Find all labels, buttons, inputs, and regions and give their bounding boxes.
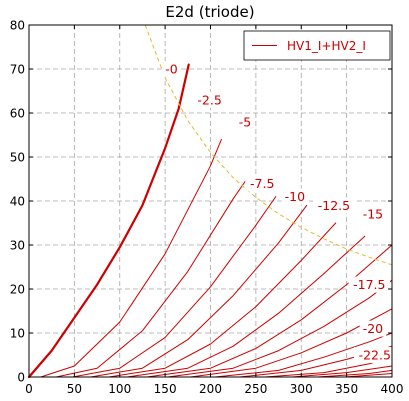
y-tick-label: 30: [10, 239, 25, 253]
series-line: [55, 178, 248, 378]
x-tick-label: 0: [25, 382, 33, 396]
curve-label-bg: [359, 320, 387, 337]
x-tick-label: 300: [290, 382, 313, 396]
y-tick-label: 0: [17, 371, 25, 385]
curve-label-bg: [235, 113, 255, 130]
curve-label: -0: [165, 62, 178, 77]
legend: HV1_I+HV2_I: [243, 30, 391, 61]
x-tick-label: 100: [108, 382, 131, 396]
series-line: [27, 63, 190, 379]
series-line: [214, 332, 393, 378]
x-tick-label: 250: [244, 382, 267, 396]
series-line: [108, 222, 337, 378]
curve-label: -2.5: [197, 92, 221, 107]
series-line: [90, 204, 308, 378]
curve-label: -17.5: [353, 277, 385, 292]
series-line: [126, 235, 366, 378]
curve-label: -12.5: [318, 198, 350, 213]
y-tick-label: 10: [10, 327, 25, 341]
y-tick-label: 50: [10, 151, 25, 165]
x-tick-label: 400: [381, 382, 404, 396]
axes: 0 50 100 150 200 250 300 350 400 0 10 20 30 40 50 60 70 8…: [10, 19, 404, 397]
curve-label-bg: [192, 91, 227, 108]
y-tick-label: 20: [10, 283, 25, 297]
series-line: [72, 196, 277, 378]
x-tick-label: 150: [154, 382, 177, 396]
series-group: [27, 24, 393, 379]
curve-label: -20: [363, 321, 383, 336]
curve-label: -22.5: [359, 348, 391, 363]
y-tick-label: 40: [10, 195, 25, 209]
x-tick-label: 350: [335, 382, 358, 396]
chart-title: E2d (triode): [165, 3, 254, 21]
series-line: [317, 369, 393, 378]
curve-label-bg: [354, 347, 396, 363]
legend-label: HV1_I+HV2_I: [287, 39, 366, 53]
curve-label: -5: [239, 114, 251, 129]
x-tick-label: 200: [199, 382, 222, 396]
curve-label: -15: [363, 207, 383, 222]
y-tick-label: 80: [10, 19, 25, 33]
dissipation-curve: [144, 24, 393, 266]
curve-label-bg: [359, 206, 387, 223]
series-line: [40, 138, 222, 378]
y-tick-label: 60: [10, 107, 25, 121]
curve-label: -10: [285, 189, 305, 204]
series-line: [344, 373, 393, 378]
curve-label: -7.5: [250, 176, 274, 191]
curve-label-bg: [245, 175, 280, 192]
y-tick-label: 70: [10, 63, 25, 77]
x-tick-label: 50: [67, 382, 82, 396]
series-line: [167, 279, 393, 378]
curve-label-bg: [348, 276, 391, 293]
curve-label-bg: [313, 197, 355, 214]
curve-label-bg: [281, 188, 309, 205]
curve-label-bg: [161, 61, 181, 77]
series-line: [291, 365, 393, 378]
curve-label-group: -0 -2.5 -5 -7.5 -10 -12.5 -15 -17.5 -20 -22.5: [161, 61, 396, 363]
